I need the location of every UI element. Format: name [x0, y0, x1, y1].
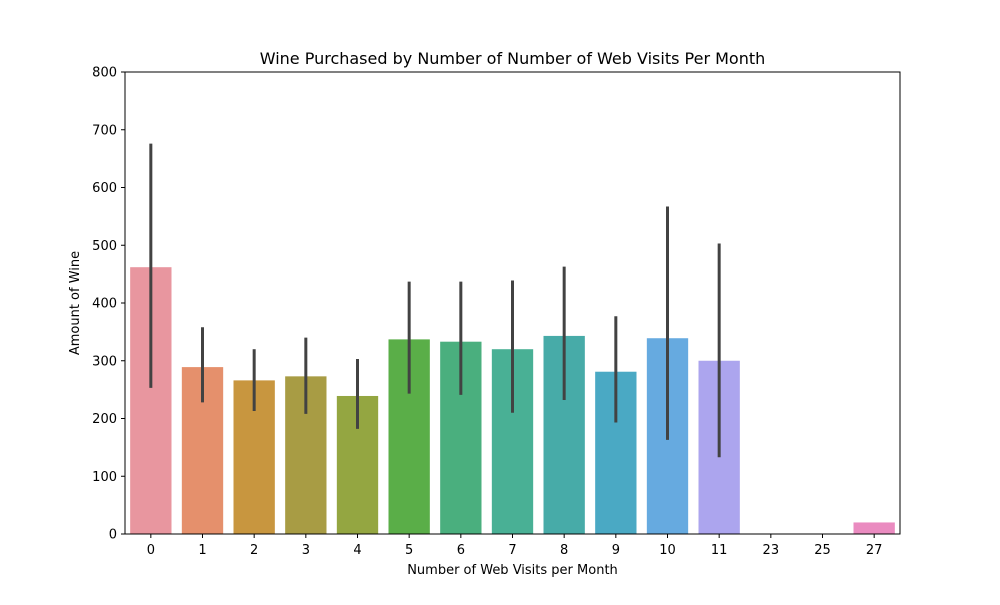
x-tick-label: 5: [405, 543, 413, 558]
y-tick-label: 0: [109, 528, 117, 543]
y-tick-label: 400: [92, 297, 117, 312]
y-axis: 0 100 200 300 400 500 600 700 800: [92, 66, 125, 543]
y-tick-label: 300: [92, 354, 117, 369]
x-tick-label: 6: [457, 543, 465, 558]
x-axis-title: Number of Web Visits per Month: [407, 563, 618, 578]
x-tick-label: 3: [302, 543, 310, 558]
y-tick-label: 500: [92, 239, 117, 254]
x-axis: 0 1 2 3 4 5 6 7 8 9 10 11 23 25 27: [147, 534, 883, 558]
y-tick-label: 100: [92, 470, 117, 485]
x-tick-label: 11: [711, 543, 728, 558]
x-tick-label: 4: [353, 543, 361, 558]
x-tick-label: 10: [659, 543, 676, 558]
x-tick-label: 2: [250, 543, 258, 558]
bars-group: [130, 267, 895, 534]
y-tick-label: 800: [92, 66, 117, 81]
x-tick-label: 9: [612, 543, 620, 558]
y-tick-label: 600: [92, 181, 117, 196]
y-tick-label: 700: [92, 123, 117, 138]
y-axis-title: Amount of Wine: [68, 251, 83, 355]
x-tick-label: 1: [198, 543, 206, 558]
y-tick-label: 200: [92, 412, 117, 427]
error-bars-group: [149, 143, 721, 458]
chart-title: Wine Purchased by Number of Number of We…: [260, 49, 766, 68]
x-tick-label: 23: [763, 543, 780, 558]
x-tick-label: 7: [508, 543, 516, 558]
x-tick-label: 0: [147, 543, 155, 558]
x-tick-label: 8: [560, 543, 568, 558]
bar-27: [853, 522, 895, 534]
x-tick-label: 25: [814, 543, 831, 558]
x-tick-label: 27: [866, 543, 883, 558]
